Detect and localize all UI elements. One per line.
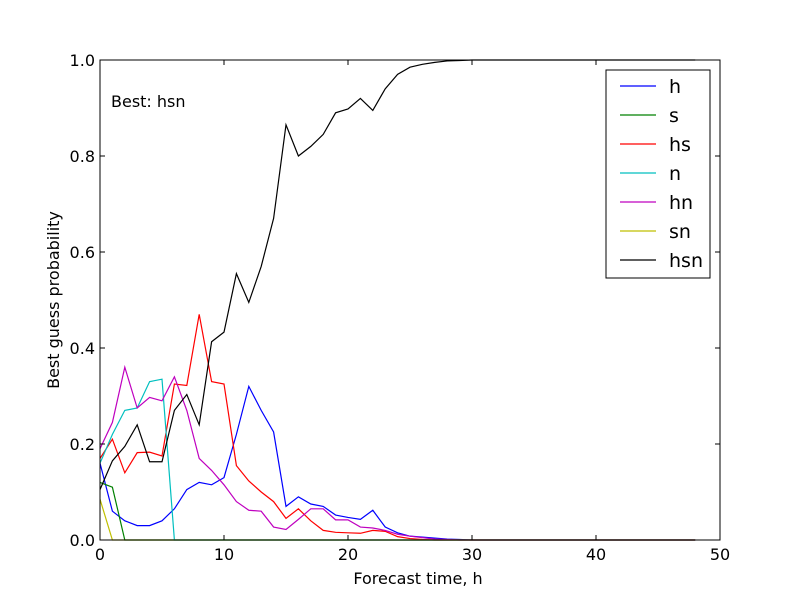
plot-frame — [99, 59, 721, 541]
legend-label-sn: sn — [669, 221, 691, 243]
x-tick-label: 10 — [214, 545, 234, 564]
legend-label-n: n — [669, 163, 681, 185]
legend-box — [605, 69, 711, 279]
x-tick-label: 50 — [710, 545, 730, 564]
x-tick-label: 30 — [462, 545, 482, 564]
x-tick-label: 40 — [586, 545, 606, 564]
y-tick-label: 0.4 — [70, 339, 95, 358]
x-tick-label: 20 — [338, 545, 358, 564]
legend-label-s: s — [669, 105, 679, 127]
y-tick-label: 0.6 — [70, 243, 95, 262]
axis-ticks: 0 10 20 30 40 50 0.0 0.2 0.4 0.6 0.8 1.0 — [70, 51, 731, 564]
y-axis-label: Best guess probability — [44, 211, 63, 389]
y-tick-label: 1.0 — [70, 51, 95, 70]
x-axis-label: Forecast time, h — [353, 569, 482, 588]
legend-label-hs: hs — [669, 134, 691, 156]
best-annotation: Best: hsn — [111, 92, 186, 111]
legend-label-hn: hn — [669, 192, 693, 214]
y-tick-label: 0.2 — [70, 435, 95, 454]
x-tick-label: 0 — [95, 545, 105, 564]
y-tick-label: 0.0 — [70, 531, 95, 550]
legend-label-hsn: hsn — [669, 250, 703, 272]
legend-label-h: h — [669, 76, 681, 98]
y-tick-label: 0.8 — [70, 147, 95, 166]
